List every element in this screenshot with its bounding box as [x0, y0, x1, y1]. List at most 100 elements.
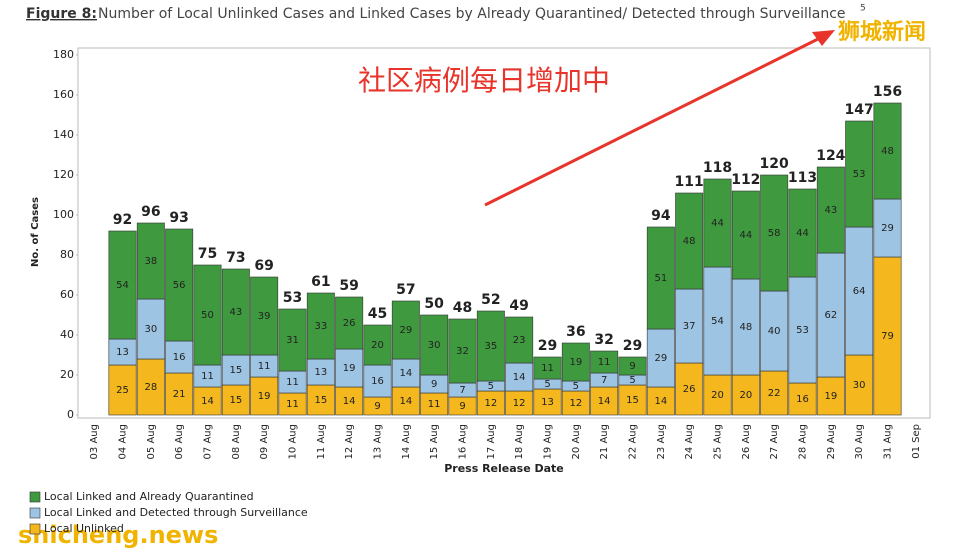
- bar-segment: [590, 386, 619, 416]
- x-tick-label: 15 Aug: [429, 424, 440, 459]
- data-label: 44: [739, 230, 752, 241]
- legend-swatch: [29, 491, 41, 503]
- data-label: 12: [484, 398, 497, 409]
- bar-segment: [731, 374, 760, 416]
- x-tick-label: 11 Aug: [316, 424, 327, 459]
- bar-segment: [221, 268, 250, 356]
- data-label: 31: [286, 335, 299, 346]
- total-label: 156: [873, 84, 902, 100]
- data-label: 20: [739, 390, 752, 401]
- data-label: 14: [399, 396, 412, 407]
- total-label: 112: [731, 172, 760, 188]
- bar-segment: [788, 188, 817, 278]
- total-label: 48: [453, 300, 472, 316]
- data-label: 13: [541, 397, 554, 408]
- bar-segment: [675, 288, 704, 364]
- x-tick-label: 17 Aug: [486, 424, 497, 459]
- data-label: 33: [314, 321, 327, 332]
- data-label: 48: [739, 322, 752, 333]
- x-tick-label: 07 Aug: [203, 424, 214, 459]
- bar-segment: [193, 264, 222, 366]
- legend-swatch: [29, 507, 41, 519]
- data-label: 25: [116, 385, 129, 396]
- arrow-head: [812, 30, 835, 46]
- data-label: 29: [654, 353, 667, 364]
- x-tick-label: 04 Aug: [118, 424, 129, 459]
- data-label: 21: [173, 389, 186, 400]
- data-label: 7: [459, 385, 465, 396]
- bar-segment: [845, 226, 874, 356]
- x-tick-label: 14 Aug: [401, 424, 412, 459]
- y-tick-label: 0: [67, 408, 74, 421]
- bar-segment: [505, 316, 534, 364]
- data-label: 9: [459, 401, 465, 412]
- total-label: 57: [396, 282, 415, 298]
- data-label: 20: [371, 340, 384, 351]
- x-tick-label: 16 Aug: [458, 424, 469, 459]
- x-tick-label: 19 Aug: [543, 424, 554, 459]
- figure-label: Figure 8:: [26, 6, 97, 22]
- data-label: 62: [824, 310, 837, 321]
- bar-segment: [448, 318, 477, 384]
- data-label: 19: [569, 357, 582, 368]
- title-superscript: 5: [860, 4, 866, 14]
- data-label: 40: [768, 326, 781, 337]
- x-tick-label: 24 Aug: [684, 424, 695, 459]
- x-tick-label: 18 Aug: [514, 424, 525, 459]
- bar-segment: [646, 328, 675, 388]
- data-label: 11: [541, 363, 554, 374]
- x-tick-label: 28 Aug: [798, 424, 809, 459]
- bar-segment: [420, 314, 449, 376]
- total-label: 113: [788, 170, 817, 186]
- bar-segment: [335, 296, 364, 350]
- bar-segment: [731, 278, 760, 376]
- total-label: 49: [509, 298, 528, 314]
- total-label: 61: [311, 274, 330, 290]
- data-label: 15: [626, 395, 639, 406]
- bar-segment: [590, 350, 619, 374]
- data-label: 26: [343, 318, 356, 329]
- data-label: 20: [711, 390, 724, 401]
- bar-segment: [221, 384, 250, 416]
- y-tick-label: 60: [60, 288, 74, 301]
- bar-segment: [788, 382, 817, 416]
- total-label: 59: [339, 278, 358, 294]
- bar-segment: [533, 356, 562, 380]
- bar-segment: [165, 228, 194, 342]
- data-label: 11: [258, 361, 271, 372]
- x-tick-label: 31 Aug: [883, 424, 894, 459]
- data-label: 43: [824, 205, 837, 216]
- x-tick-label: 10 Aug: [288, 424, 299, 459]
- watermark: shicheng.news: [18, 521, 218, 549]
- total-label: 32: [594, 332, 613, 348]
- x-tick-label: 01 Sep: [911, 424, 922, 459]
- y-tick-label: 160: [53, 88, 74, 101]
- data-label: 79: [881, 331, 894, 342]
- bar-segment: [760, 370, 789, 416]
- watermark: 狮城新闻: [838, 19, 926, 45]
- total-label: 124: [816, 148, 845, 164]
- data-label: 44: [711, 218, 724, 229]
- bar-segment: [760, 290, 789, 372]
- bar-segment: [873, 256, 902, 416]
- data-label: 28: [144, 382, 157, 393]
- data-label: 9: [629, 361, 635, 372]
- data-label: 15: [229, 365, 242, 376]
- x-tick-label: 22 Aug: [628, 424, 639, 459]
- total-label: 96: [141, 204, 160, 220]
- data-label: 9: [374, 401, 380, 412]
- arrow: [484, 36, 821, 207]
- data-label: 48: [683, 236, 696, 247]
- bar-segment: [675, 192, 704, 290]
- bar-segment: [816, 376, 845, 416]
- data-label: 9: [431, 379, 437, 390]
- total-label: 29: [538, 338, 557, 354]
- total-label: 93: [169, 210, 188, 226]
- data-label: 30: [853, 380, 866, 391]
- bar-segment: [335, 386, 364, 416]
- total-label: 53: [283, 290, 302, 306]
- total-label: 118: [703, 160, 732, 176]
- data-label: 13: [116, 347, 129, 358]
- bar-segment: [816, 252, 845, 378]
- bar-segment: [476, 390, 505, 416]
